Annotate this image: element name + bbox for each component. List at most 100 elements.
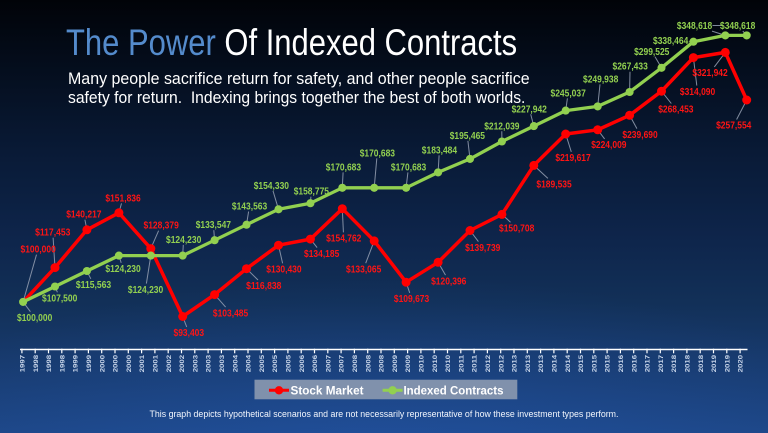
svg-text:$219,617: $219,617 <box>555 152 590 164</box>
svg-text:$183,484: $183,484 <box>422 144 457 156</box>
svg-text:$100,000: $100,000 <box>21 244 56 256</box>
svg-text:$268,453: $268,453 <box>658 104 693 116</box>
svg-text:2019: 2019 <box>711 355 718 373</box>
svg-text:$299,525: $299,525 <box>634 46 669 58</box>
svg-text:$133,065: $133,065 <box>346 263 381 275</box>
svg-text:2009: 2009 <box>392 355 399 373</box>
svg-text:2007: 2007 <box>339 355 346 373</box>
svg-text:$143,563: $143,563 <box>232 201 267 213</box>
svg-text:2013: 2013 <box>538 355 545 373</box>
svg-text:$338,464: $338,464 <box>653 35 688 47</box>
svg-text:$154,762: $154,762 <box>326 233 361 245</box>
svg-text:2012: 2012 <box>498 355 505 373</box>
svg-text:2018: 2018 <box>698 355 705 373</box>
svg-text:$133,547: $133,547 <box>196 219 231 231</box>
svg-text:2006: 2006 <box>299 355 306 373</box>
svg-text:$348,618: $348,618 <box>677 20 712 32</box>
svg-text:2016: 2016 <box>618 355 625 373</box>
svg-text:2003: 2003 <box>219 355 226 373</box>
svg-text:$224,009: $224,009 <box>591 139 626 151</box>
svg-text:$124,230: $124,230 <box>128 284 163 296</box>
svg-text:$314,090: $314,090 <box>680 86 715 98</box>
svg-text:1998: 1998 <box>46 355 53 373</box>
svg-text:2003: 2003 <box>192 355 199 373</box>
svg-text:$170,683: $170,683 <box>391 161 426 173</box>
svg-text:2013: 2013 <box>525 355 532 373</box>
svg-text:$212,039: $212,039 <box>484 120 519 132</box>
svg-text:2008: 2008 <box>365 355 372 373</box>
svg-text:2005: 2005 <box>286 355 293 373</box>
svg-text:2018: 2018 <box>685 355 692 373</box>
svg-text:2009: 2009 <box>405 355 412 373</box>
svg-text:2017: 2017 <box>645 355 652 373</box>
svg-text:$158,775: $158,775 <box>294 186 329 198</box>
svg-text:2016: 2016 <box>631 355 638 373</box>
svg-text:2019: 2019 <box>724 355 731 373</box>
svg-text:$245,037: $245,037 <box>551 87 586 99</box>
svg-text:$140,217: $140,217 <box>66 209 101 221</box>
svg-text:1998: 1998 <box>33 355 40 373</box>
svg-text:2000: 2000 <box>126 355 133 373</box>
svg-text:1998: 1998 <box>59 355 66 373</box>
svg-text:2017: 2017 <box>658 355 665 373</box>
svg-text:$124,230: $124,230 <box>166 234 201 246</box>
svg-text:2004: 2004 <box>232 355 239 373</box>
svg-text:$189,535: $189,535 <box>536 179 571 191</box>
svg-text:2018: 2018 <box>671 355 678 373</box>
svg-text:$130,430: $130,430 <box>266 264 301 276</box>
svg-text:2015: 2015 <box>591 355 598 373</box>
svg-text:$109,673: $109,673 <box>394 293 429 305</box>
svg-text:$227,942: $227,942 <box>512 103 547 115</box>
svg-text:2015: 2015 <box>578 355 585 373</box>
svg-text:2011: 2011 <box>472 355 479 373</box>
svg-text:2005: 2005 <box>259 355 266 373</box>
svg-text:$103,485: $103,485 <box>213 307 248 319</box>
svg-text:2000: 2000 <box>99 355 106 373</box>
svg-text:2012: 2012 <box>485 355 492 373</box>
svg-text:2014: 2014 <box>552 355 559 373</box>
svg-text:2000: 2000 <box>113 355 120 373</box>
svg-text:2002: 2002 <box>166 355 173 373</box>
svg-text:$100,000: $100,000 <box>17 312 52 324</box>
svg-text:2004: 2004 <box>246 355 253 373</box>
svg-text:2005: 2005 <box>272 355 279 373</box>
svg-text:$195,465: $195,465 <box>450 130 485 142</box>
svg-text:2010: 2010 <box>419 355 426 373</box>
svg-text:$170,683: $170,683 <box>360 147 395 159</box>
svg-text:$257,554: $257,554 <box>716 120 751 132</box>
svg-text:2008: 2008 <box>352 355 359 373</box>
svg-text:1999: 1999 <box>73 355 80 373</box>
svg-text:2001: 2001 <box>153 355 160 373</box>
svg-text:$139,739: $139,739 <box>465 242 500 254</box>
svg-text:$150,708: $150,708 <box>499 222 534 234</box>
svg-text:$249,938: $249,938 <box>583 73 618 85</box>
svg-text:$128,379: $128,379 <box>144 220 179 232</box>
svg-text:2010: 2010 <box>445 355 452 373</box>
svg-text:$124,230: $124,230 <box>105 263 140 275</box>
svg-text:Indexed Contracts: Indexed Contracts <box>404 384 504 398</box>
svg-text:$348,618: $348,618 <box>720 20 755 32</box>
svg-text:$120,396: $120,396 <box>431 275 466 287</box>
svg-text:2008: 2008 <box>379 355 386 373</box>
svg-text:1999: 1999 <box>86 355 93 373</box>
svg-text:2015: 2015 <box>605 355 612 373</box>
svg-text:$267,433: $267,433 <box>613 61 648 73</box>
svg-text:2006: 2006 <box>312 355 319 373</box>
svg-text:$151,836: $151,836 <box>105 192 140 204</box>
svg-text:$93,403: $93,403 <box>174 327 205 339</box>
svg-text:$170,683: $170,683 <box>326 161 361 173</box>
svg-text:2011: 2011 <box>458 355 465 373</box>
svg-text:1997: 1997 <box>20 355 27 373</box>
svg-text:$154,330: $154,330 <box>254 180 289 192</box>
svg-text:2013: 2013 <box>512 355 519 373</box>
svg-text:2001: 2001 <box>139 355 146 373</box>
svg-text:$321,942: $321,942 <box>692 67 727 79</box>
svg-text:$134,185: $134,185 <box>304 248 339 260</box>
svg-text:$239,690: $239,690 <box>622 129 657 141</box>
svg-text:$115,563: $115,563 <box>76 279 111 291</box>
svg-text:2020: 2020 <box>738 355 745 373</box>
svg-text:$107,500: $107,500 <box>42 293 77 305</box>
svg-text:2003: 2003 <box>206 355 213 373</box>
svg-text:2014: 2014 <box>565 355 572 373</box>
svg-text:2002: 2002 <box>179 355 186 373</box>
